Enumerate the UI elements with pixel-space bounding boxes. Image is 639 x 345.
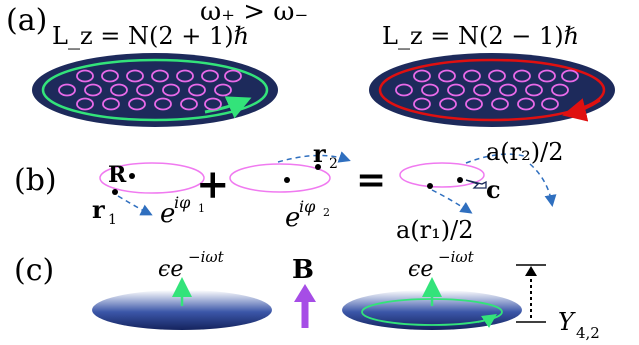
phase1-base: e (160, 199, 175, 229)
vortex-loop (188, 83, 206, 97)
right-rotation-arrow (562, 98, 601, 122)
vortex-loop (561, 69, 579, 83)
left-angular-momentum: L_z = N(2 + 1)ℏ (52, 22, 249, 50)
vortex-loop (541, 97, 559, 111)
vortex-loop (101, 69, 119, 83)
b-field-arrowhead (294, 284, 316, 302)
ring3-center-dot (457, 177, 463, 183)
vortex-loop (517, 97, 535, 111)
right-angular-momentum: L_z = N(2 − 1)ℏ (382, 22, 579, 50)
r1-phase-arrow (117, 195, 153, 216)
ring-2 (229, 163, 331, 193)
left-rotation-arrow (204, 96, 252, 119)
phase1-subscript: 1 (198, 202, 205, 215)
vortex-loop (224, 69, 242, 83)
phase1-exponent: iφ (174, 193, 191, 212)
left-rotation-ring (41, 58, 269, 122)
phase2-subscript: 2 (323, 206, 330, 219)
left-condensate-disk (32, 53, 278, 127)
vortex-loop (151, 69, 169, 83)
c-hollow-arrow (465, 179, 487, 189)
vortex-loop (463, 69, 481, 83)
vortex-loop (128, 97, 146, 111)
panel-c-label: (c) (14, 253, 54, 288)
left-flat-disk (92, 290, 272, 330)
r2-dot (315, 164, 321, 170)
phase2-base: e (285, 203, 300, 233)
right-condensate-disk (369, 53, 615, 127)
vortex-loop (201, 69, 219, 83)
right-rotation-ring (378, 58, 606, 122)
vortex-loop (76, 69, 94, 83)
panel-a-label: (a) (6, 3, 47, 38)
right-field-exponent: −iωt (438, 248, 475, 266)
center-dot (129, 173, 135, 179)
center-label: R (108, 162, 127, 188)
vortex-loop (473, 83, 491, 97)
vortex-loop (413, 97, 431, 111)
panel-b-label: (b) (14, 163, 57, 198)
vortex-loop (491, 97, 509, 111)
vortex-loop (499, 83, 517, 97)
b-field-label: B (292, 255, 314, 285)
top-condition: ω₊ > ω₋ (200, 0, 308, 27)
c-label: c (486, 175, 501, 204)
vortex-loop (447, 83, 465, 97)
ring-3 (399, 162, 485, 188)
vortex-loop (180, 97, 198, 111)
vortex-loop (513, 69, 531, 83)
vortex-loop (465, 97, 483, 111)
a-r1-label: a(r₁)/2 (396, 216, 473, 244)
vortex-loop (413, 69, 431, 83)
left-vortex-lattice (58, 69, 242, 111)
vortex-loop (84, 83, 102, 97)
vortex-loop (538, 69, 556, 83)
right-vortex-lattice (395, 69, 579, 111)
vortex-loop (110, 83, 128, 97)
vortex-loop (136, 83, 154, 97)
a-r1-arrow (431, 189, 473, 214)
left-field-exponent: −iωt (188, 248, 225, 266)
right-field-base: ϵe (408, 257, 433, 282)
r2-subscript: 2 (329, 156, 338, 172)
a-r2-arrow (465, 153, 525, 164)
equals-sign: = (356, 159, 386, 201)
r1-label: r (92, 195, 105, 224)
vortex-loop (154, 97, 172, 111)
vortex-loop (551, 83, 569, 97)
y-label: Y (558, 308, 576, 336)
vortex-loop (488, 69, 506, 83)
y-arrowhead (525, 266, 537, 276)
r2-phase-arrow (277, 151, 351, 163)
left-field-base: ϵe (158, 257, 183, 282)
vortex-loop (76, 97, 94, 111)
r1-dot (112, 189, 118, 195)
vortex-loop (395, 83, 413, 97)
phase2-exponent: iφ (299, 197, 316, 216)
ring3-r1-dot (427, 183, 433, 189)
vortex-loop (102, 97, 120, 111)
center-dot-2 (284, 177, 290, 183)
vortex-loop (214, 83, 232, 97)
vortex-loop (176, 69, 194, 83)
vortex-loop (525, 83, 543, 97)
y-subscript: 4,2 (576, 324, 600, 342)
right-flat-disk (342, 290, 522, 330)
right-flat-ring-arrow (477, 314, 497, 328)
r2-label: r (313, 139, 326, 168)
vortex-loop (438, 69, 456, 83)
plus-sign: + (196, 161, 230, 208)
a-r2-label: a(r₂)/2 (486, 138, 563, 166)
r1-subscript: 1 (108, 212, 117, 228)
vortex-loop (126, 69, 144, 83)
vortex-loop (439, 97, 457, 111)
vortex-loop (162, 83, 180, 97)
vortex-loop (204, 97, 222, 111)
vortex-loop (421, 83, 439, 97)
vortex-loop (58, 83, 76, 97)
a-r2-curve-arrow (529, 163, 557, 207)
ring-1 (99, 162, 205, 194)
